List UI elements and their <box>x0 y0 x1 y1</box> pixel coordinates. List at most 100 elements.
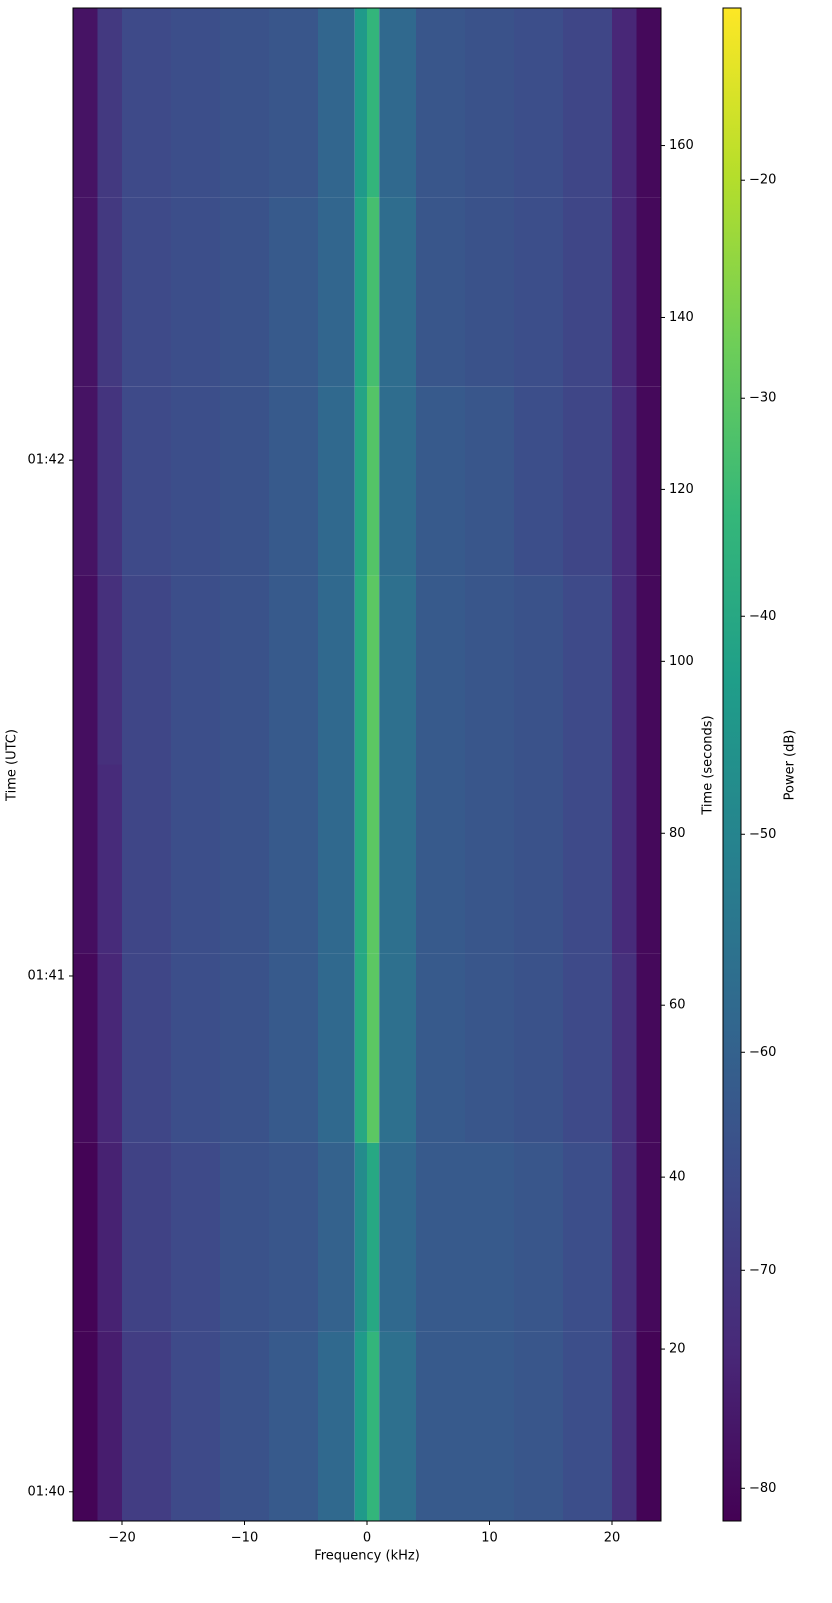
cell <box>354 575 367 765</box>
x-tick-label: −20 <box>108 1531 135 1546</box>
x-tick-label: −10 <box>231 1531 258 1546</box>
cell <box>171 575 220 765</box>
cell <box>97 1331 122 1521</box>
cell <box>379 386 416 576</box>
cell <box>514 764 563 954</box>
cell <box>73 1142 98 1332</box>
cell <box>269 575 318 765</box>
cell <box>122 386 171 576</box>
x-tick-label: 20 <box>604 1531 621 1546</box>
y2-tick-label: 100 <box>669 654 694 669</box>
cell <box>220 8 269 198</box>
cell <box>514 197 563 387</box>
cell <box>514 575 563 765</box>
cell <box>514 1331 563 1521</box>
cell <box>122 1142 171 1332</box>
cell <box>122 8 171 198</box>
cell <box>636 764 661 954</box>
cell <box>514 953 563 1143</box>
cell <box>354 386 367 576</box>
cell <box>354 953 367 1143</box>
cell <box>122 575 171 765</box>
cell <box>636 575 661 765</box>
colorbar-tick-label: −70 <box>749 1263 776 1278</box>
cell <box>465 953 514 1143</box>
cell <box>122 197 171 387</box>
x-tick-label: 10 <box>481 1531 498 1546</box>
cell <box>416 8 465 198</box>
cell <box>269 1331 318 1521</box>
cell <box>73 764 98 954</box>
cell <box>97 386 122 576</box>
cell <box>612 197 637 387</box>
cell <box>318 8 355 198</box>
cell <box>354 764 367 954</box>
cell <box>97 575 122 765</box>
x-axis-label: Frequency (kHz) <box>314 1549 420 1564</box>
cell <box>465 1331 514 1521</box>
cell <box>514 386 563 576</box>
cell <box>73 386 98 576</box>
y2-axis-label: Time (seconds) <box>701 715 716 815</box>
colorbar-tick-label: −30 <box>749 391 776 406</box>
cell <box>379 1142 416 1332</box>
cell <box>318 1142 355 1332</box>
cell <box>514 1142 563 1332</box>
cell <box>269 386 318 576</box>
cell <box>220 764 269 954</box>
cell <box>73 1331 98 1521</box>
spectrogram <box>73 8 661 1521</box>
cell <box>563 953 612 1143</box>
cell <box>220 1142 269 1332</box>
cell <box>318 386 355 576</box>
y2-tick-label: 20 <box>669 1342 686 1357</box>
cell <box>416 197 465 387</box>
cell <box>97 1142 122 1332</box>
cell <box>379 197 416 387</box>
cell <box>379 8 416 198</box>
cell <box>563 1331 612 1521</box>
x-tick-label: 0 <box>363 1531 371 1546</box>
cell <box>416 953 465 1143</box>
colorbar-tick-label: −80 <box>749 1481 776 1496</box>
y-tick-label: 01:40 <box>28 1484 65 1499</box>
cell <box>563 386 612 576</box>
cell <box>269 764 318 954</box>
y-tick-label: 01:41 <box>28 968 65 983</box>
cell <box>97 8 122 198</box>
cell <box>612 953 637 1143</box>
cell <box>465 1142 514 1332</box>
cell <box>465 197 514 387</box>
cell <box>354 8 367 198</box>
cell <box>563 8 612 198</box>
y2-tick-label: 160 <box>669 138 694 153</box>
colorbar <box>722 7 742 1522</box>
colorbar-label: Power (dB) <box>783 730 798 801</box>
cell <box>171 197 220 387</box>
y2-tick-label: 140 <box>669 310 694 325</box>
cell <box>636 8 661 198</box>
colorbar-tick-label: −60 <box>749 1045 776 1060</box>
cell <box>171 1142 220 1332</box>
cell <box>612 1331 637 1521</box>
cell <box>269 953 318 1143</box>
cell <box>612 764 637 954</box>
cell <box>636 953 661 1143</box>
cell <box>354 1331 367 1521</box>
y2-tick-label: 120 <box>669 482 694 497</box>
cell <box>220 1331 269 1521</box>
cell <box>563 575 612 765</box>
cell <box>563 1142 612 1332</box>
cell <box>379 953 416 1143</box>
cell <box>379 1331 416 1521</box>
cell <box>379 575 416 765</box>
cell <box>73 575 98 765</box>
cell <box>416 1331 465 1521</box>
cell <box>367 8 380 198</box>
cell <box>612 575 637 765</box>
cell <box>73 8 98 198</box>
cell <box>367 764 380 954</box>
cell <box>379 764 416 954</box>
cell <box>465 8 514 198</box>
cell <box>636 1331 661 1521</box>
